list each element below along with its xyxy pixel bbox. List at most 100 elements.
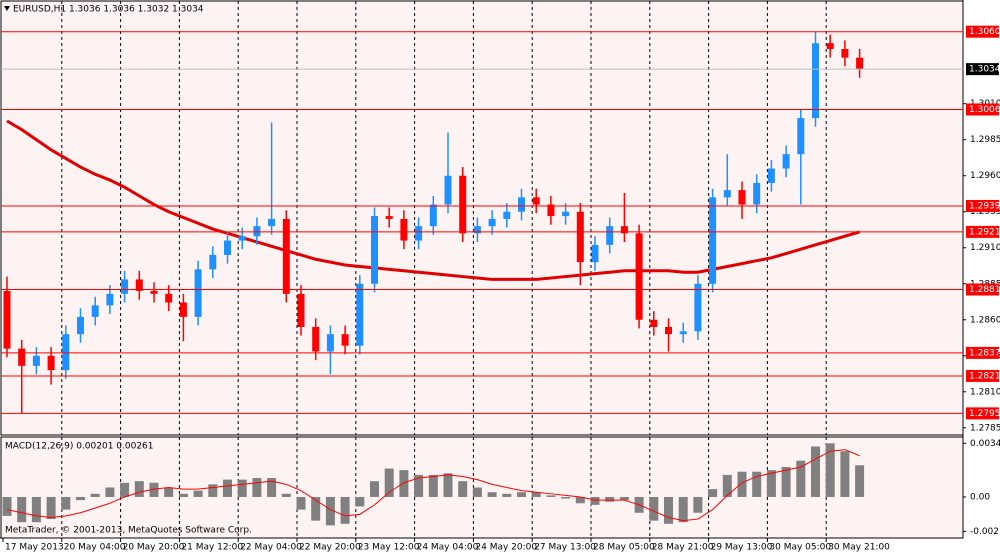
macd-bar [752, 471, 762, 497]
x-tick-label: 28 May 05:00 [593, 543, 655, 553]
candle-body [606, 226, 614, 245]
y-tick-label: 0.00 [970, 492, 990, 502]
x-tick-label: 30 May 21:00 [828, 543, 890, 553]
candle-body [297, 293, 305, 327]
price-level-box [966, 199, 999, 212]
candle-body [591, 244, 599, 263]
macd-bar [840, 451, 850, 497]
chart-title: EURUSD,H1 1.3036 1.3036 1.3032 1.3034 [13, 5, 204, 15]
candle-body [826, 43, 834, 49]
candle-body [812, 43, 819, 119]
macd-bar [296, 496, 306, 510]
candle-body [47, 355, 55, 371]
price-level-label: 1.2939 [969, 201, 1000, 211]
candle-body [385, 216, 393, 219]
candle-body [503, 211, 511, 219]
candle-body [856, 57, 864, 70]
macd-bar [399, 470, 409, 497]
price-level-label: 1.2821 [969, 371, 1000, 381]
x-tick-label: 20 May 20:00 [123, 543, 185, 553]
price-level-box [966, 225, 999, 238]
candle-body [209, 254, 217, 270]
candle-body [356, 283, 364, 346]
price-panel [0, 0, 964, 436]
macd-bar [855, 465, 865, 497]
candle-body [518, 197, 525, 212]
candle-body [562, 211, 570, 217]
y-tick-label: -0.00218 [970, 527, 1000, 537]
macd-bar [105, 487, 115, 497]
copyright: MetaTrader, © 2001-2013, MetaQuotes Soft… [5, 526, 252, 536]
candle-body [268, 218, 276, 227]
macd-bar [443, 473, 453, 497]
candle-body [341, 334, 349, 346]
macd-bar [76, 496, 85, 501]
candle-body [459, 175, 467, 234]
candle-body [444, 175, 452, 205]
macd-bar [605, 496, 615, 502]
macd-bar [46, 496, 56, 520]
macd-bar [223, 479, 232, 497]
candle-body [797, 118, 805, 155]
macd-bar [164, 487, 174, 497]
x-tick-label: 24 May 04:00 [417, 543, 479, 553]
macd-bar [561, 496, 571, 499]
price-level-box [966, 369, 999, 382]
y-tick-label: 1.2785 [970, 423, 1000, 433]
signal-line [6, 449, 860, 522]
candle-body [679, 331, 687, 335]
candle-body [312, 326, 320, 352]
symbol-icon [4, 6, 10, 11]
candle-body [106, 293, 114, 306]
candle-body [415, 226, 423, 241]
candle-body [767, 168, 775, 183]
macd-bar [531, 492, 541, 497]
macd-bar [737, 471, 747, 497]
macd-bar [384, 468, 394, 497]
y-tick-label: 1.2985 [970, 135, 1000, 145]
macd-bar [781, 466, 791, 497]
y-tick-label: 1.2810 [970, 387, 1000, 397]
price-level-box [966, 283, 999, 296]
candle-body [473, 226, 481, 234]
candle-body [165, 293, 173, 303]
x-tick-label: 23 May 12:00 [358, 543, 420, 553]
candle-body [709, 197, 717, 284]
candle-body [91, 305, 99, 317]
candle-body [694, 283, 702, 332]
macd-bar [619, 496, 629, 501]
x-tick-label: 29 May 13:00 [711, 543, 773, 553]
candle-body [282, 218, 290, 294]
macd-bar [575, 496, 585, 504]
price-level-label: 1.2795 [969, 409, 1000, 419]
candle-body [650, 319, 658, 327]
macd-bar [517, 492, 526, 497]
macd-bar [237, 479, 247, 497]
macd-bar [267, 478, 277, 497]
candle-body [179, 302, 187, 317]
macd-bar [502, 493, 512, 497]
candle-body [3, 290, 11, 349]
candle-body [194, 269, 202, 317]
macd-bar [370, 481, 379, 497]
x-tick-label: 17 May 2013 [5, 543, 64, 553]
candle-body [371, 216, 378, 284]
macd-bar [252, 478, 262, 497]
macd-bar [414, 474, 424, 497]
candle-body [723, 190, 731, 198]
candle-body [62, 334, 70, 371]
macd-bar [487, 492, 497, 497]
x-tick-label: 22 May 04:00 [240, 543, 302, 553]
candle-body [150, 290, 158, 294]
price-level-label: 1.3060 [969, 27, 1000, 37]
macd-bar [178, 493, 188, 497]
y-tick-label: 1.2935 [970, 207, 1000, 217]
candle-body [224, 240, 231, 255]
candle-body [635, 233, 643, 320]
x-tick-label: 24 May 20:00 [475, 543, 537, 553]
price-level-label: 1.2837 [969, 348, 1000, 358]
candle-body [238, 236, 246, 241]
y-tick-label: 0.0034 [970, 439, 1000, 449]
